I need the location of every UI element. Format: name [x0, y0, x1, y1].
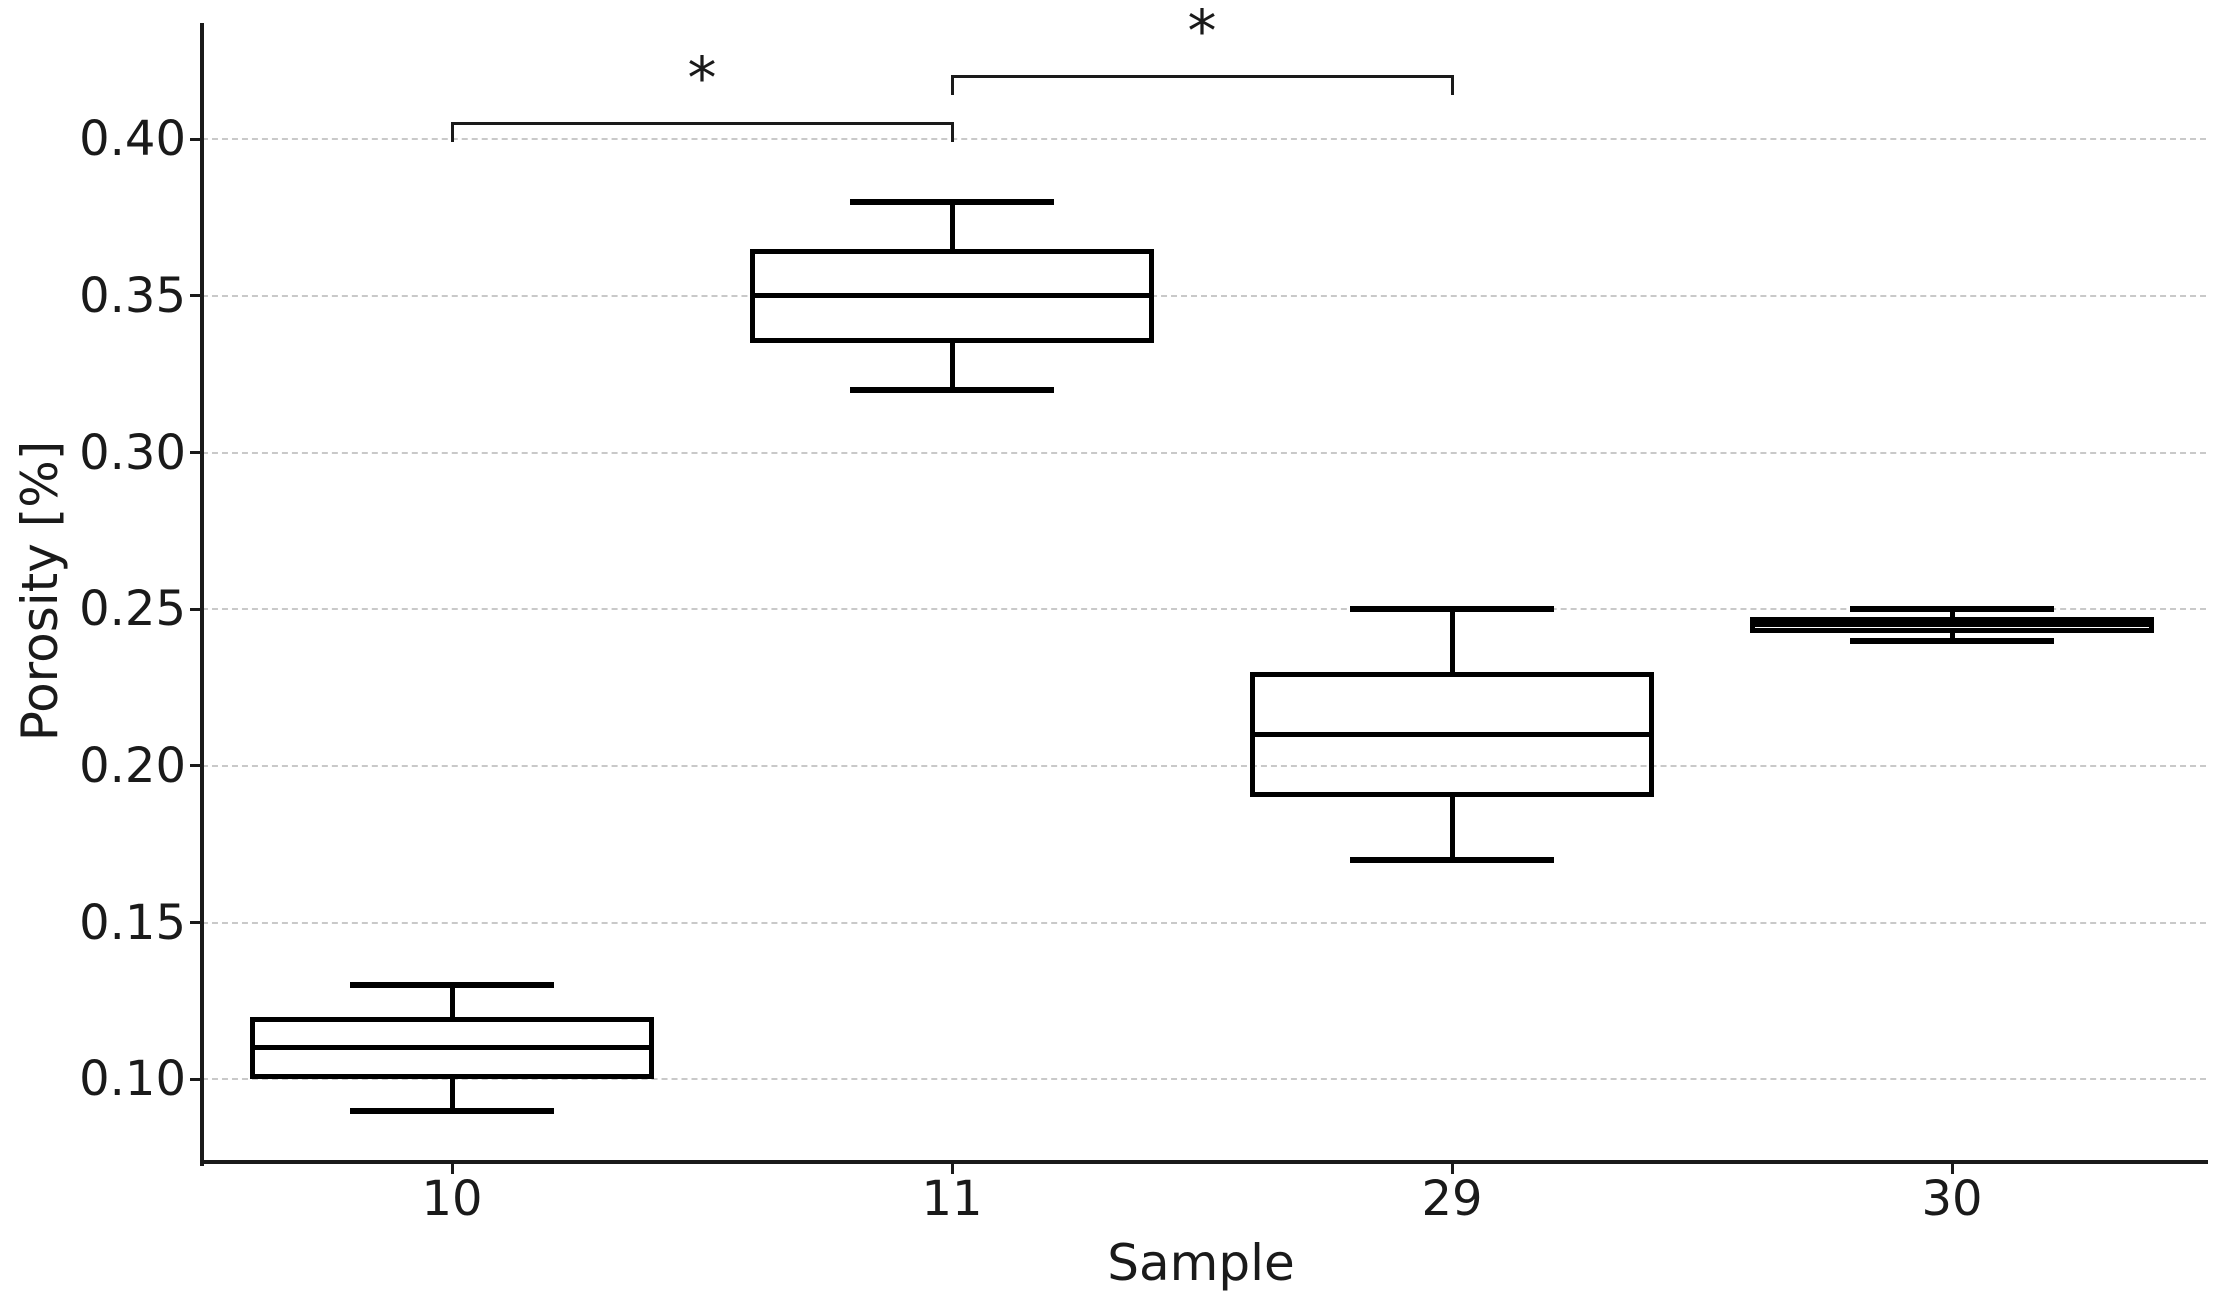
x-tick [950, 1164, 954, 1174]
y-gridline [202, 764, 2206, 767]
x-axis-label: Sample [1107, 1234, 1295, 1292]
significance-bracket-tick [450, 123, 454, 143]
whisker-upper-cap [1350, 606, 1554, 613]
x-tick [450, 1164, 454, 1174]
whisker-lower-cap [350, 1107, 554, 1114]
y-gridline [202, 921, 2206, 924]
y-gridline [202, 608, 2206, 611]
y-gridline [202, 138, 2206, 141]
y-tick-label: 0.10 [79, 1051, 186, 1108]
median-line [250, 1045, 654, 1051]
left-spine [200, 23, 204, 1166]
significance-star: * [687, 43, 717, 112]
y-tick [190, 1077, 200, 1081]
x-tick-label: 30 [1921, 1171, 1983, 1227]
whisker-upper-cap [850, 198, 1054, 205]
whisker-lower-cap [1850, 637, 2054, 644]
y-tick-label: 0.25 [79, 581, 186, 638]
whisker-upper-line [1949, 609, 1955, 618]
y-tick [190, 451, 200, 455]
y-tick-label: 0.15 [79, 894, 186, 951]
x-tick [1450, 1164, 1454, 1174]
y-tick-label: 0.30 [79, 424, 186, 481]
whisker-lower-line [1449, 797, 1455, 860]
significance-star: * [1187, 0, 1217, 65]
y-tick [190, 294, 200, 298]
whisker-upper-line [1449, 609, 1455, 672]
whisker-lower-cap [1350, 856, 1554, 863]
whisker-upper-cap [1850, 606, 2054, 613]
y-tick [190, 921, 200, 925]
significance-bracket-tick [950, 76, 954, 96]
y-tick [190, 764, 200, 768]
y-tick [190, 137, 200, 141]
y-tick [190, 607, 200, 611]
median-line [750, 293, 1154, 299]
x-tick [1950, 1164, 1954, 1174]
x-tick-label: 10 [421, 1171, 483, 1227]
whisker-lower-line [449, 1079, 455, 1111]
whisker-upper-line [449, 985, 455, 1017]
whisker-lower-line [949, 342, 955, 390]
median-line [1250, 732, 1654, 738]
whisker-lower-cap [850, 386, 1054, 393]
y-tick-label: 0.40 [79, 111, 186, 168]
x-tick-label: 11 [921, 1171, 983, 1227]
whisker-upper-line [949, 201, 955, 249]
significance-bracket-tick [950, 123, 954, 143]
y-tick-label: 0.20 [79, 737, 186, 794]
significance-bracket-bar [950, 75, 1454, 79]
x-tick-label: 29 [1421, 1171, 1483, 1227]
bottom-spine [200, 1160, 2208, 1164]
y-gridline [202, 451, 2206, 454]
y-gridline [202, 294, 2206, 297]
significance-bracket-bar [450, 122, 954, 126]
whisker-upper-cap [350, 982, 554, 989]
significance-bracket-tick [1450, 76, 1454, 96]
median-line [1750, 622, 2154, 628]
y-gridline [202, 1078, 2206, 1081]
y-tick-label: 0.35 [79, 267, 186, 324]
whisker-lower-line [1949, 632, 1955, 641]
